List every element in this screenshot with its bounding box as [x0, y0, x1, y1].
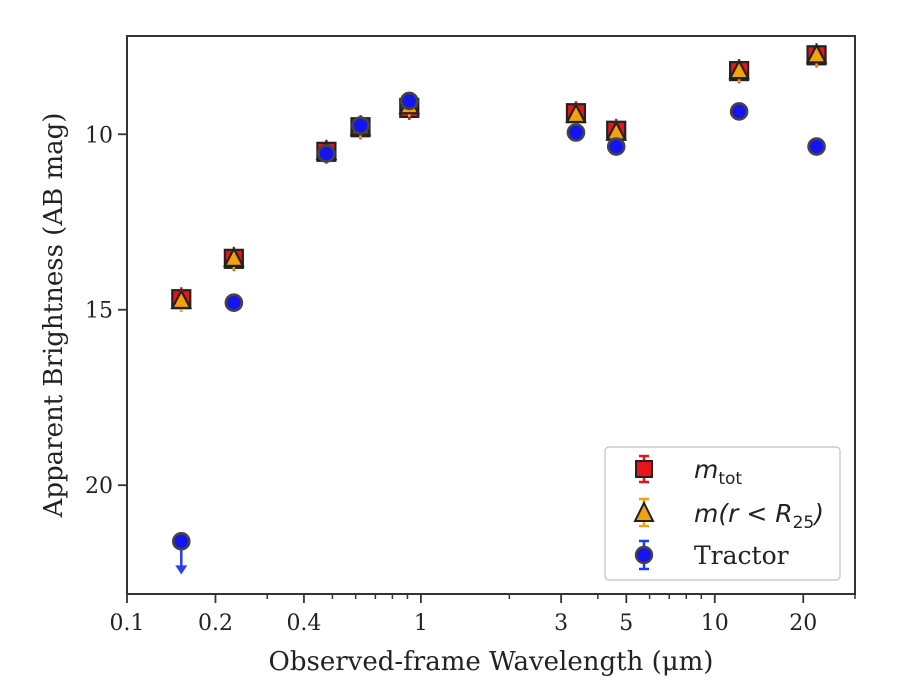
legend-marker-square — [635, 460, 653, 478]
legend-box — [604, 446, 841, 581]
x-tick-label: 1 — [414, 611, 428, 636]
y-tick-label: 20 — [85, 474, 113, 499]
data-point-circle — [566, 123, 586, 142]
legend-marker-triangle — [633, 500, 655, 522]
x-tick-label: 3 — [554, 611, 568, 636]
legend-label: mtot — [694, 455, 742, 489]
data-point-circle — [729, 102, 749, 121]
legend-label: Tractor — [694, 541, 789, 570]
upper-limit-arrow-head — [175, 565, 188, 575]
data-point-circle — [606, 137, 626, 156]
data-point-triangle — [728, 58, 750, 80]
series-circle — [171, 91, 826, 575]
x-tick-label: 20 — [789, 611, 817, 636]
x-tick-label: 0.2 — [198, 611, 233, 636]
legend-label: m(r < R25) — [694, 499, 824, 533]
data-point-circle — [224, 293, 244, 313]
x-tick-label: 10 — [701, 611, 729, 636]
data-point-circle — [399, 91, 419, 111]
x-tick-label: 0.4 — [286, 611, 321, 636]
data-point-circle — [351, 116, 370, 135]
data-point-circle — [807, 137, 826, 156]
data-point-circle — [317, 144, 336, 163]
data-point-triangle — [565, 102, 587, 124]
data-point-circle — [171, 532, 191, 551]
data-point-triangle — [170, 288, 193, 310]
x-axis-label: Observed-frame Wavelength (μm) — [269, 647, 714, 677]
x-tick-label: 0.1 — [110, 611, 145, 636]
plot-frame — [126, 35, 856, 595]
y-tick-label: 15 — [85, 299, 113, 324]
x-tick-label: 5 — [619, 611, 633, 636]
y-axis-label: Apparent Brightness (AB mag) — [39, 113, 69, 519]
legend-marker-circle — [634, 545, 654, 565]
y-tick-label: 10 — [85, 123, 113, 148]
data-point-triangle — [223, 246, 245, 267]
data-point-triangle — [805, 42, 828, 64]
